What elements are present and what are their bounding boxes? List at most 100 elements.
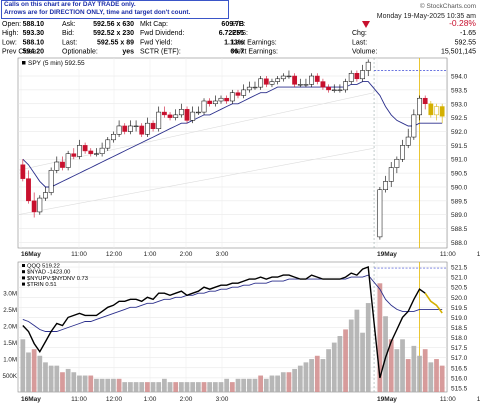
legend-label: $NYUPV:$NYDNV 0.73 [27, 276, 88, 282]
x-tick-label: 12:00 [477, 251, 480, 258]
trend-channel [17, 92, 375, 171]
watermark: © StockCharts.com [420, 2, 476, 10]
candle-body [303, 84, 309, 86]
volume-bar [337, 336, 343, 392]
volume-bar [37, 355, 43, 392]
notice-line-2: Arrows are for DIRECTION ONLY, time and … [4, 9, 191, 16]
x-tick-label: 12:00 [477, 396, 480, 403]
volume-bar [326, 349, 331, 392]
quote-value: 66.7 [230, 49, 244, 56]
candle-body [144, 122, 150, 135]
volume-bar [275, 375, 281, 392]
volume-bar [20, 339, 26, 392]
legend-swatch [22, 276, 25, 280]
volume-bar [178, 382, 184, 392]
y-tick-label: 588.0 [451, 240, 468, 247]
candle-body [71, 153, 77, 157]
volume-bar [26, 352, 31, 392]
volume-bar [65, 368, 71, 392]
x-tick-label: 12:00 [106, 396, 123, 403]
volume-bar [360, 332, 365, 392]
x-tick-label: 16May [21, 396, 41, 403]
volume-bar [105, 378, 111, 392]
candle-body [275, 78, 281, 82]
candle-body [377, 189, 383, 238]
volume-bar [43, 362, 48, 392]
candle-body [337, 89, 343, 91]
quote-key: Prev Close: [2, 49, 38, 56]
candle-body [218, 97, 224, 102]
y-tick-label: 588.5 [451, 226, 468, 233]
y-tick-label: 517.0 [451, 355, 468, 362]
volume-bar [405, 359, 411, 392]
volume-bar [54, 365, 60, 392]
candle-body [43, 192, 48, 199]
candle-body [88, 150, 94, 154]
y-tick-label: 515.5 [451, 385, 468, 392]
volume-bar [258, 375, 264, 392]
quote-key: Fwd Dividend: [140, 30, 184, 37]
candle-body [280, 75, 286, 80]
volume-bar [88, 375, 94, 392]
y-tick-label: 594.0 [451, 74, 468, 81]
volume-bar [241, 378, 247, 392]
volume-bar [195, 382, 201, 392]
candle-body [54, 161, 60, 171]
volume-tick-label: 2.5M [3, 307, 17, 314]
volume-bar [286, 372, 292, 392]
quote-value: yes [122, 49, 134, 56]
candle-body [105, 139, 111, 149]
volume-bar [162, 378, 167, 392]
volume-tick-label: 1.0M [3, 357, 17, 364]
moving-average-line [22, 81, 443, 188]
volume-bar [383, 316, 388, 392]
candle-body [167, 114, 173, 118]
volume-bar [400, 339, 405, 392]
quote-key: P/E: [232, 21, 245, 28]
volume-bar [246, 378, 252, 392]
volume-bar [309, 359, 314, 392]
volume-bar [71, 372, 77, 392]
trend-channel [17, 147, 375, 216]
candle-body [128, 125, 133, 132]
y-tick-label: 592.5 [451, 115, 468, 122]
quote-value: 6.72255 [219, 30, 244, 37]
candle-body [365, 61, 371, 71]
volume-bar [354, 309, 360, 392]
quote-key: Last: [352, 39, 367, 46]
candle-body [26, 178, 31, 202]
candle-body [263, 78, 269, 85]
candle-body [383, 181, 388, 191]
candle-body [292, 75, 298, 85]
quote-value: 1.13% [224, 39, 245, 46]
volume-bar [280, 372, 286, 392]
quote-value: -1.65 [460, 30, 476, 37]
volume-bar [173, 382, 179, 392]
quote-key: Optionable: [62, 49, 98, 56]
candle-body [297, 84, 303, 86]
quote-value: 593.30 [23, 30, 45, 37]
quote-key: Volume: [352, 49, 377, 56]
legend-swatch [22, 264, 25, 267]
quote-key: Last: [62, 39, 77, 46]
quote-key: Last Earnings: [232, 39, 277, 46]
candle-body [94, 153, 99, 155]
volume-bar [190, 382, 196, 392]
candle-body [207, 100, 213, 105]
y-tick-label: 518.0 [451, 335, 468, 342]
candle-body [201, 100, 207, 113]
moving-average-line [22, 274, 443, 332]
candle-body [65, 153, 71, 168]
volume-bar [207, 382, 213, 392]
candle-body [48, 170, 54, 193]
volume-tick-label: 1.5M [3, 340, 17, 347]
y-tick-label: 590.0 [451, 184, 468, 191]
x-tick-label: 11:00 [440, 251, 456, 258]
volume-bar [439, 365, 445, 392]
candle-body [348, 73, 354, 82]
volume-bar [411, 345, 417, 392]
candle-body [139, 125, 145, 135]
volume-bar [394, 349, 400, 392]
y-tick-label: 520.0 [451, 295, 468, 302]
